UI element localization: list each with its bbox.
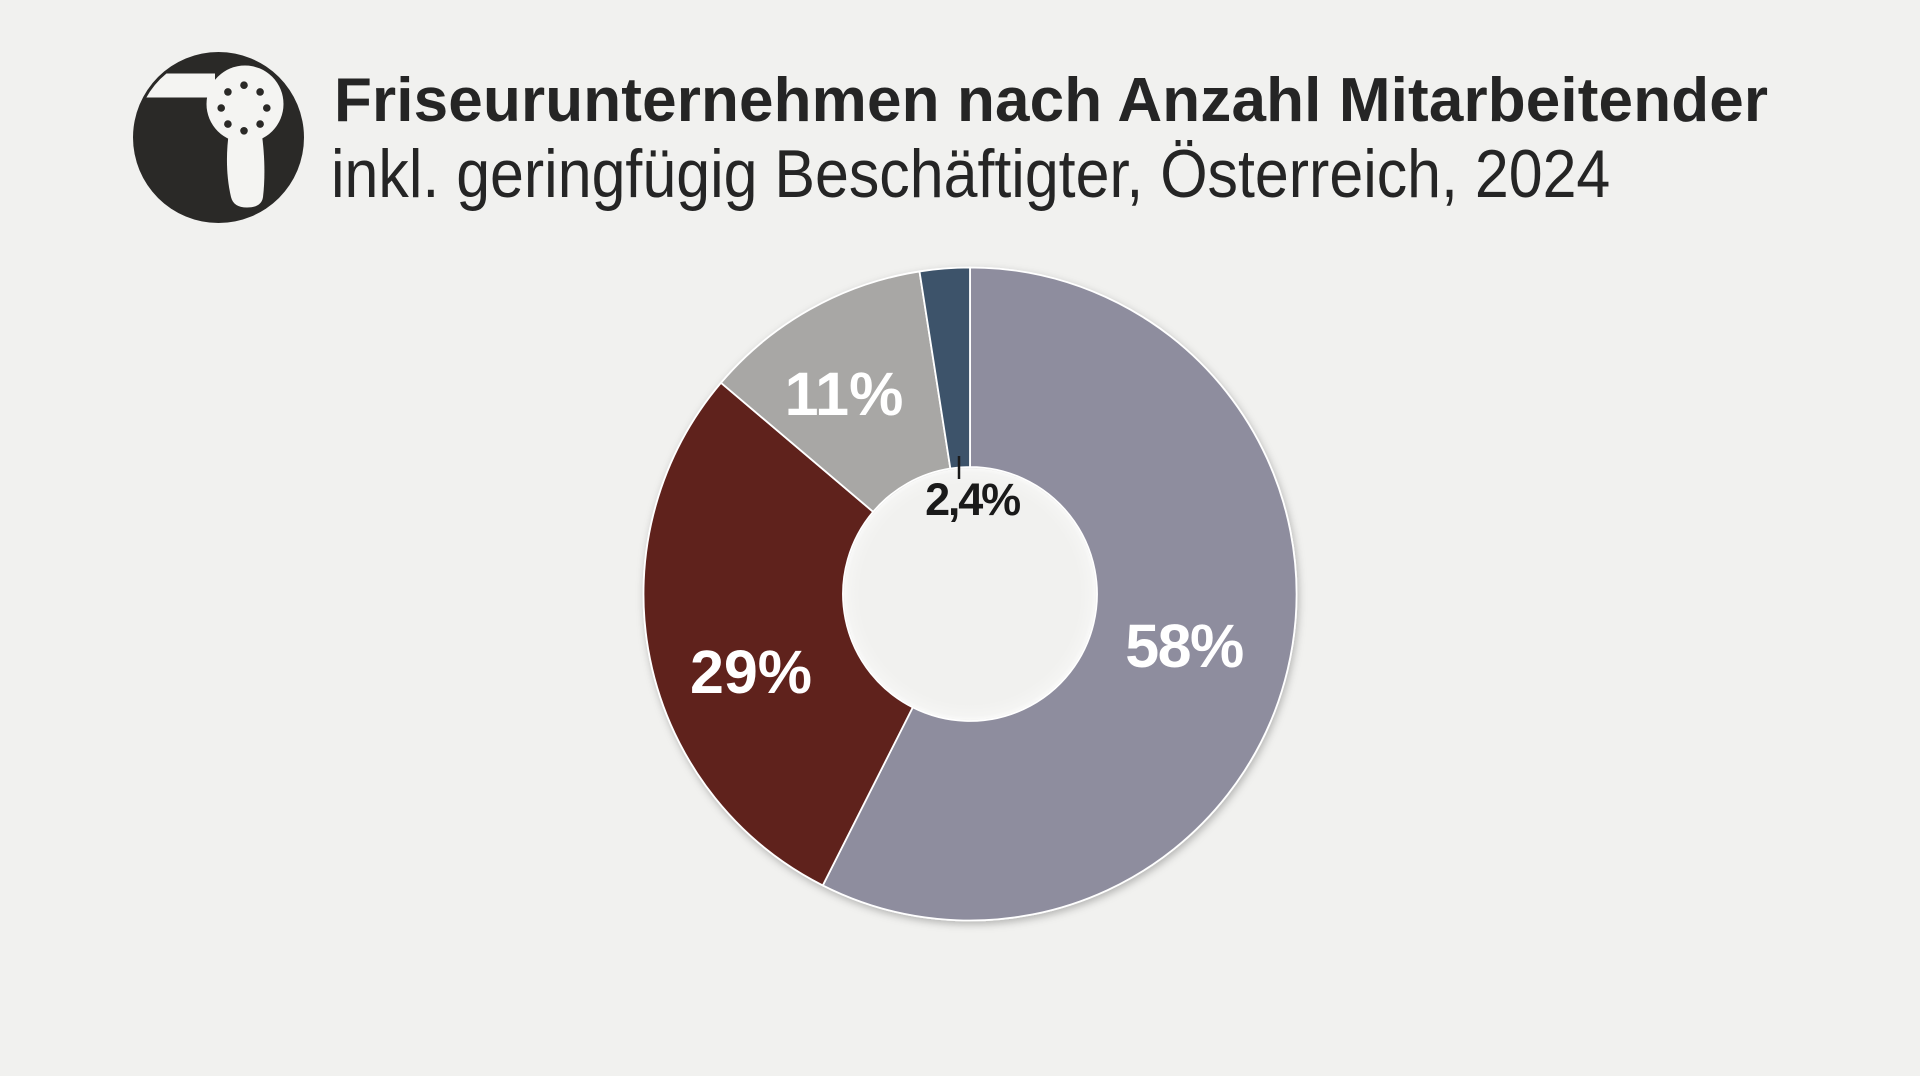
svg-text:2,4%: 2,4% (925, 474, 1020, 525)
svg-text:58%: 58% (1125, 612, 1243, 680)
svg-text:11%: 11% (785, 360, 904, 428)
svg-text:29%: 29% (690, 638, 812, 706)
